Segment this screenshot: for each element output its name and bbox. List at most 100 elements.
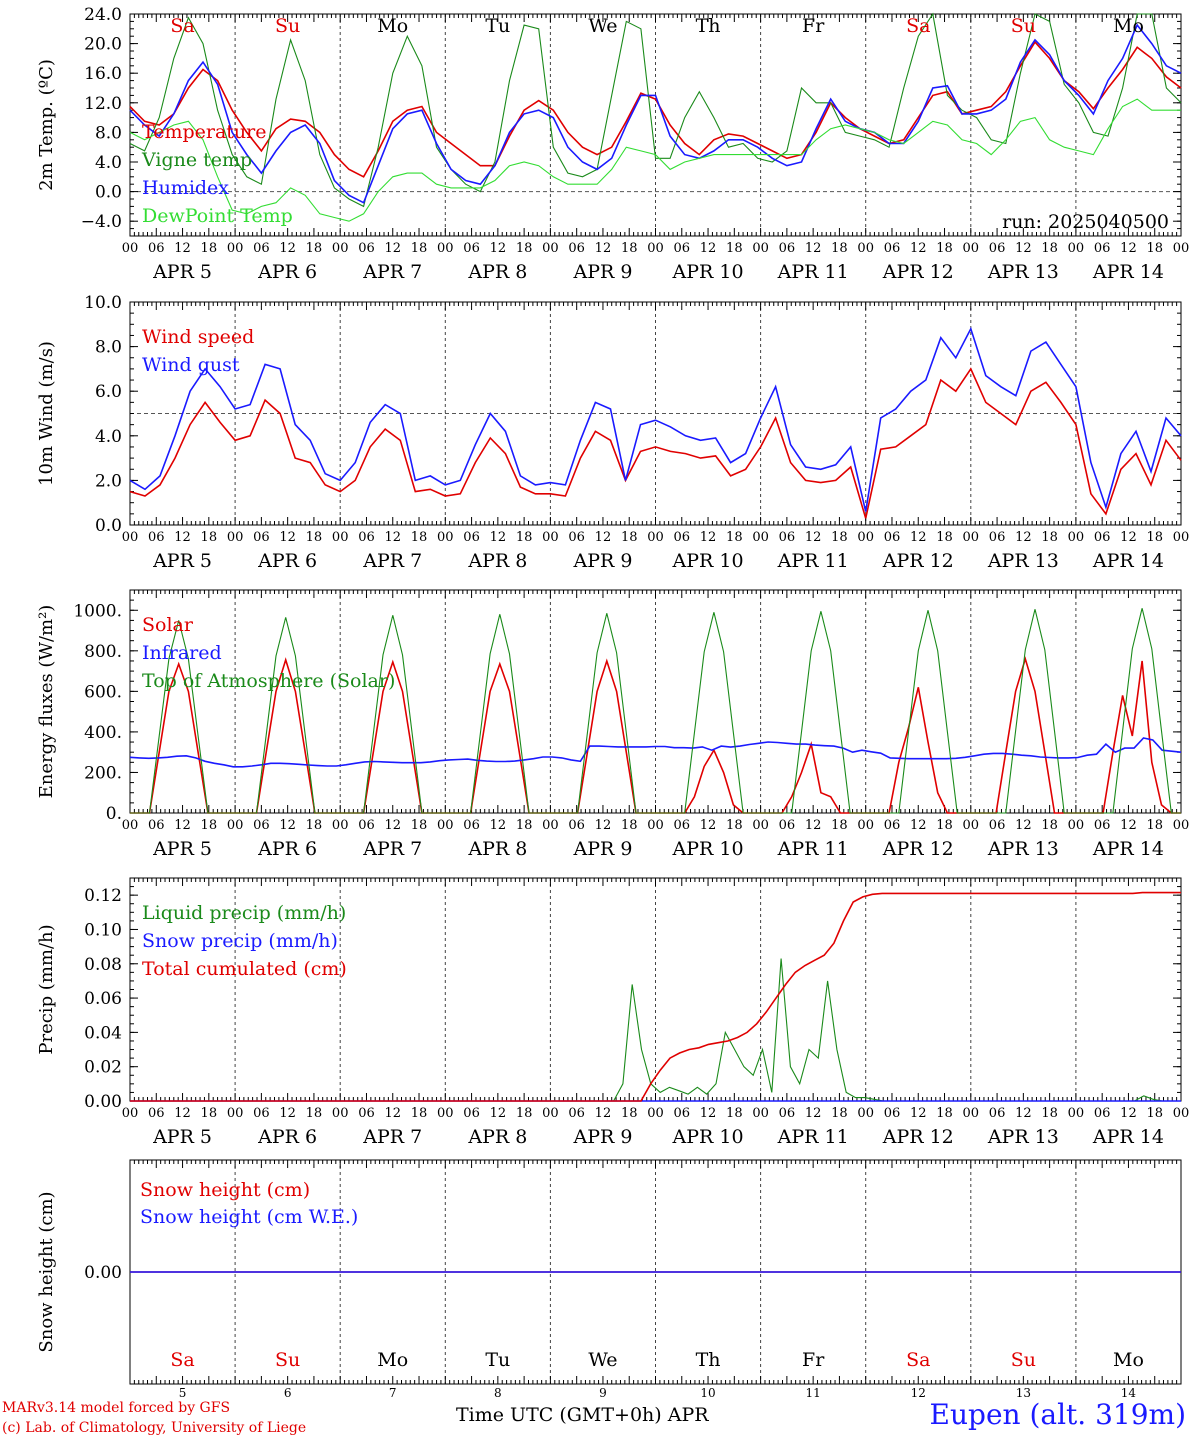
date-label: APR 7 <box>362 261 422 283</box>
date-label: APR 13 <box>987 550 1059 572</box>
hour-label: 18 <box>831 530 848 545</box>
hour-label: 06 <box>1094 241 1111 256</box>
hour-label: 00 <box>857 818 874 833</box>
hour-label: 06 <box>568 241 585 256</box>
hour-label: 06 <box>148 241 165 256</box>
hour-label: 12 <box>595 530 612 545</box>
hour-label: 18 <box>831 818 848 833</box>
hour-label: 00 <box>963 1106 980 1121</box>
y-tick-label: 20.0 <box>84 35 122 55</box>
y-axis-label: Energy fluxes (W/m²) <box>36 605 57 799</box>
hour-label: 12 <box>174 241 191 256</box>
day-name: Su <box>1011 15 1036 37</box>
date-label: APR 12 <box>882 1126 954 1148</box>
y-axis-label: 10m Wind (m/s) <box>36 341 57 486</box>
hour-label: 18 <box>201 530 218 545</box>
hour-label: 18 <box>411 530 428 545</box>
series-line-wind-speed <box>129 367 1182 519</box>
day-name: Fr <box>802 15 825 37</box>
hour-label: 12 <box>490 818 507 833</box>
y-tick-label: 24.0 <box>84 5 122 25</box>
y-tick-label: 0.12 <box>84 886 122 906</box>
hour-label: 00 <box>963 530 980 545</box>
hour-label: 12 <box>384 818 401 833</box>
station-name: Eupen (alt. 319m) <box>929 1398 1186 1431</box>
day-name: Sa <box>170 1349 194 1371</box>
hour-label: 00 <box>857 241 874 256</box>
day-name: Mo <box>377 15 408 37</box>
legend-entry: Vigne temp <box>141 149 252 171</box>
day-name: Mo <box>1113 1349 1144 1371</box>
hour-label: 12 <box>174 1106 191 1121</box>
hour-label: 06 <box>253 530 270 545</box>
y-tick-label: 0.04 <box>84 1023 122 1043</box>
y-tick-label: 4.0 <box>95 427 122 447</box>
hour-label: 12 <box>279 1106 296 1121</box>
date-label: APR 8 <box>467 838 527 860</box>
hour-label: 00 <box>752 1106 769 1121</box>
hour-label: 12 <box>490 530 507 545</box>
hour-label: 00 <box>227 1106 244 1121</box>
legend-entry: Snow precip (mm/h) <box>142 930 338 952</box>
day-number: 11 <box>806 1386 821 1400</box>
hour-label: 06 <box>358 530 375 545</box>
hour-label: 18 <box>201 818 218 833</box>
y-tick-label: 0.0 <box>95 516 122 536</box>
hour-label: 06 <box>989 1106 1006 1121</box>
series-line-wind-gust <box>129 326 1182 512</box>
hour-label: 18 <box>621 1106 638 1121</box>
date-label: APR 10 <box>672 550 744 572</box>
y-tick-label: 0.00 <box>84 1263 122 1283</box>
hour-label: 00 <box>1068 818 1085 833</box>
hour-label: 00 <box>752 818 769 833</box>
y-tick-label: 4.0 <box>95 153 122 173</box>
hour-label: 12 <box>279 530 296 545</box>
hour-label: 12 <box>174 530 191 545</box>
date-label: APR 8 <box>467 1126 527 1148</box>
date-label: APR 5 <box>152 261 212 283</box>
hour-label: 06 <box>253 1106 270 1121</box>
hour-label: 00 <box>1068 530 1085 545</box>
hour-label: 06 <box>884 241 901 256</box>
hour-label: 12 <box>805 241 822 256</box>
y-tick-label: 6.0 <box>95 382 122 402</box>
hour-label: 06 <box>148 818 165 833</box>
hour-label: 12 <box>910 530 927 545</box>
hour-label: 18 <box>726 1106 743 1121</box>
day-number: 10 <box>700 1386 715 1400</box>
date-label: APR 11 <box>777 550 849 572</box>
hour-label: 18 <box>1041 818 1058 833</box>
hour-label: 18 <box>306 1106 323 1121</box>
hour-label: 18 <box>516 530 533 545</box>
hour-label: 00 <box>647 1106 664 1121</box>
hour-label: 18 <box>516 241 533 256</box>
hour-label: 12 <box>805 1106 822 1121</box>
date-label: APR 13 <box>987 261 1059 283</box>
hour-label: 12 <box>595 818 612 833</box>
hour-label: 18 <box>726 241 743 256</box>
hour-label: 18 <box>411 1106 428 1121</box>
hour-label: 06 <box>779 241 796 256</box>
hour-label: 18 <box>306 818 323 833</box>
date-label: APR 12 <box>882 838 954 860</box>
hour-label: 12 <box>910 241 927 256</box>
day-name: Th <box>696 1349 721 1371</box>
day-name: Sa <box>170 15 194 37</box>
series-line-total-cumulated-cm- <box>130 891 1181 1102</box>
hour-label: 06 <box>253 818 270 833</box>
hour-label: 00 <box>1173 241 1190 256</box>
hour-label: 00 <box>1173 530 1190 545</box>
hour-label: 18 <box>936 1106 953 1121</box>
day-number: 14 <box>1121 1386 1137 1400</box>
hour-label: 06 <box>358 1106 375 1121</box>
day-name: Su <box>275 1349 300 1371</box>
hour-label: 18 <box>1146 241 1163 256</box>
y-tick-label: 0. <box>106 804 122 824</box>
day-name: Fr <box>802 1349 825 1371</box>
hour-label: 06 <box>148 530 165 545</box>
hour-label: 12 <box>1120 241 1137 256</box>
hour-label: 00 <box>332 1106 349 1121</box>
hour-label: 06 <box>674 818 691 833</box>
date-label: APR 10 <box>672 261 744 283</box>
y-tick-label: 1000. <box>73 601 122 621</box>
